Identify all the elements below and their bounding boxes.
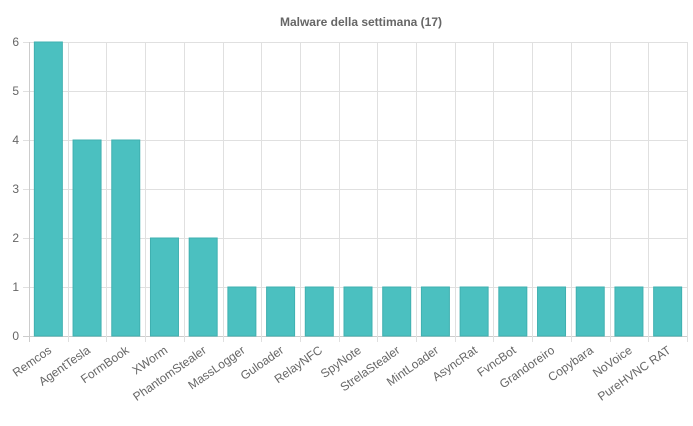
x-tick-label: AsyncRat (430, 343, 481, 384)
y-tick-label: 0 (12, 329, 19, 343)
bar-purehvnc-rat (653, 286, 683, 337)
y-axis: 0 1 2 3 4 5 6 (12, 35, 19, 343)
x-axis: RemcosAgentTeslaFormBookXWormPhantomStea… (10, 342, 674, 403)
bars (33, 41, 683, 337)
bar-remcos (33, 41, 63, 337)
y-tick-label: 1 (12, 280, 19, 294)
bar-masslogger (227, 286, 257, 337)
bar-xworm (149, 237, 179, 337)
bar-fvncbot (498, 286, 528, 337)
bar-grandoreiro (537, 286, 567, 337)
bar-strelastealer (382, 286, 412, 337)
bar-mintloader (420, 286, 450, 337)
bar-asyncrat (459, 286, 489, 337)
bar-formbook (111, 139, 141, 337)
bar-novoice (614, 286, 644, 337)
bar-phantomstealer (188, 237, 218, 337)
y-tick-label: 2 (12, 231, 19, 245)
y-tick-label: 4 (12, 133, 19, 147)
bar-relaynfc (304, 286, 334, 337)
y-tick-label: 5 (12, 84, 19, 98)
grid (23, 42, 688, 342)
bar-agenttesla (72, 139, 102, 337)
bar-guloader (266, 286, 296, 337)
bar-spynote (343, 286, 373, 337)
chart-title: Malware della settimana (17) (280, 15, 442, 29)
y-tick-label: 3 (12, 182, 19, 196)
bar-copybara (575, 286, 605, 337)
y-tick-label: 6 (12, 35, 19, 49)
